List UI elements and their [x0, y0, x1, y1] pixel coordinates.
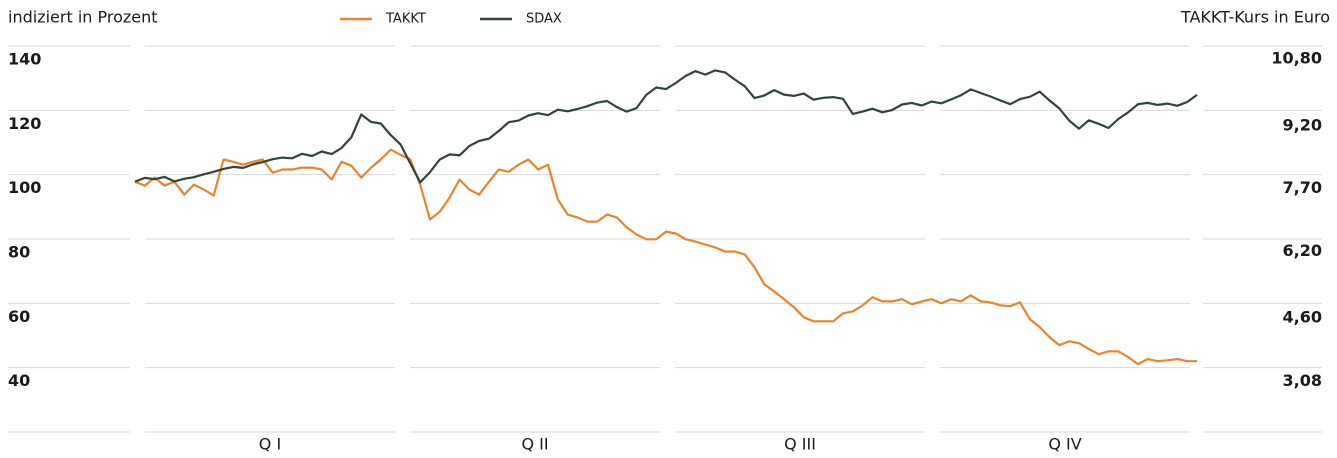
- y-tick-label: 100: [8, 178, 41, 197]
- x-tick-label: Q IV: [1048, 435, 1081, 454]
- y2-tick-label: 7,70: [1283, 178, 1322, 197]
- y2-tick-label: 10,80: [1271, 49, 1322, 68]
- y-tick-label: 60: [8, 307, 30, 326]
- y-tick-label: 120: [8, 114, 41, 133]
- y2-tick-label: 4,60: [1283, 308, 1322, 327]
- y2-tick-label: 6,20: [1283, 241, 1322, 260]
- legend-label: SDAX: [526, 12, 562, 27]
- series-line: [134, 148, 1197, 366]
- legend-label: TAKKT: [385, 12, 426, 27]
- chart-title: indiziert in Prozent: [8, 8, 158, 27]
- x-tick-label: Q I: [259, 435, 281, 454]
- x-tick-label: Q II: [521, 435, 548, 454]
- x-tick-label: Q III: [784, 435, 816, 454]
- y2-tick-label: 3,08: [1283, 371, 1322, 390]
- y2-tick-label: 9,20: [1283, 116, 1322, 135]
- y-tick-label: 80: [8, 243, 30, 262]
- y2-axis-title: TAKKT-Kurs in Euro: [1180, 8, 1330, 27]
- y-tick-label: 40: [8, 371, 30, 390]
- y-tick-label: 140: [8, 50, 41, 69]
- series-line: [134, 69, 1198, 184]
